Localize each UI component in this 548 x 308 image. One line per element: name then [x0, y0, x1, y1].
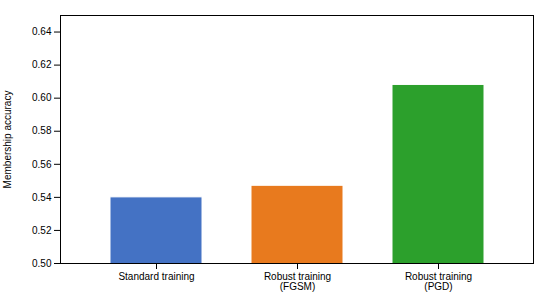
svg-text:0.64: 0.64 — [32, 26, 52, 37]
svg-text:0.56: 0.56 — [32, 159, 52, 170]
svg-text:Membership accuracy: Membership accuracy — [2, 91, 13, 189]
svg-text:Standard training: Standard training — [118, 271, 194, 282]
svg-text:0.58: 0.58 — [32, 125, 52, 136]
svg-text:0.52: 0.52 — [32, 225, 52, 236]
svg-text:0.50: 0.50 — [32, 258, 52, 269]
svg-text:0.54: 0.54 — [32, 192, 52, 203]
svg-text:Robust training(PGD): Robust training(PGD) — [405, 271, 472, 292]
svg-text:0.60: 0.60 — [32, 92, 52, 103]
svg-text:0.62: 0.62 — [32, 59, 52, 70]
svg-text:Robust training(FGSM): Robust training(FGSM) — [264, 271, 331, 292]
